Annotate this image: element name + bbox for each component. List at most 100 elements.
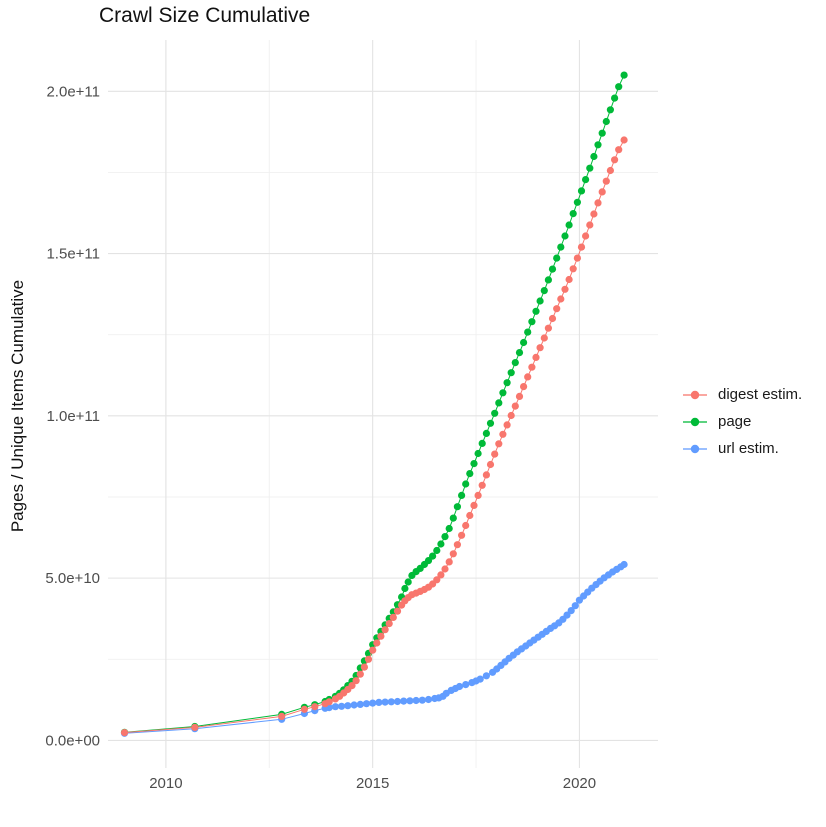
data-point [462,681,470,689]
data-point [563,611,571,619]
data-point [437,540,445,548]
data-point [362,700,371,708]
data-point [466,470,474,478]
data-point [571,602,579,610]
data-point [356,670,364,678]
data-point [462,521,470,530]
legend-key-url-estim-icon [683,444,707,453]
data-point [557,295,565,303]
data-point [418,696,426,704]
data-point [325,698,333,706]
x-axis-labels: 2010 2015 2020 [149,775,596,792]
data-point [449,550,457,558]
data-point [511,359,519,367]
data-point [524,373,532,381]
data-point [515,349,524,357]
data-point [620,71,628,79]
data-point [561,232,569,240]
data-point [486,419,495,427]
data-point [375,698,383,707]
data-point [611,156,619,164]
chart-title: Crawl Size Cumulative [99,4,311,27]
data-point [453,541,461,549]
legend-label: url estim. [718,440,779,457]
data-point [331,703,339,711]
data-point [540,287,548,295]
data-point [582,232,590,240]
data-point [548,314,557,323]
data-point [586,164,594,172]
grid-major [108,40,658,768]
data-point [389,613,397,622]
data-point [381,626,389,634]
data-point [360,663,368,671]
data-point [369,646,377,654]
data-point [544,324,553,332]
data-point [561,285,569,293]
legend-label: page [718,413,752,430]
data-point [478,481,486,489]
y-axis-labels: 0.0e+00 5.0e+10 1.0e+11 1.5e+11 2.0e+11 [45,83,100,749]
data-point [491,450,499,458]
data-point [615,146,623,154]
data-point [507,411,515,420]
data-point [381,698,389,706]
data-point [470,460,478,468]
data-point [598,129,606,137]
data-point [478,439,486,447]
data-point [352,677,360,685]
legend-item-page: page [681,408,802,435]
data-point [412,696,420,705]
data-point [191,723,199,732]
data-point [553,254,561,262]
data-point [433,546,441,555]
data-point [311,703,319,711]
data-point [532,307,540,315]
data-point [437,571,445,579]
data-point [387,698,395,706]
data-point [503,379,511,387]
y-tick-label: 1.0e+11 [46,408,100,425]
data-point [569,265,577,273]
data-point [278,712,286,721]
data-point [606,106,615,114]
data-point [495,440,503,448]
data-point [524,328,532,336]
data-point [620,136,628,144]
data-point [577,187,586,195]
data-point [582,176,590,184]
data-point [594,141,602,149]
data-point [565,221,573,229]
data-point [567,607,575,615]
data-point [620,560,628,569]
legend: digest estim. page url estim. [681,381,802,462]
x-tick-label: 2015 [356,775,389,792]
data-point [385,620,393,628]
data-point [445,524,453,533]
data-point [528,363,536,371]
data-point [400,697,408,705]
data-point [598,188,606,196]
data-point [573,254,582,262]
y-tick-label: 5.0e+10 [45,570,100,587]
data-point [606,166,615,175]
data-point [602,117,610,126]
data-point [491,409,499,417]
legend-key-page-icon [683,417,707,426]
data-point [369,699,377,707]
data-point [406,697,414,705]
data-point [476,675,484,683]
data-point [455,682,464,691]
data-point [495,399,503,407]
data-point [586,221,594,229]
data-point [594,199,602,207]
y-tick-label: 0.0e+00 [45,732,100,749]
data-point [120,729,129,737]
y-tick-label: 2.0e+11 [46,83,100,100]
y-tick-label: 1.5e+11 [46,246,100,263]
data-point [611,94,619,102]
data-point [577,243,586,251]
data-point [482,471,490,479]
